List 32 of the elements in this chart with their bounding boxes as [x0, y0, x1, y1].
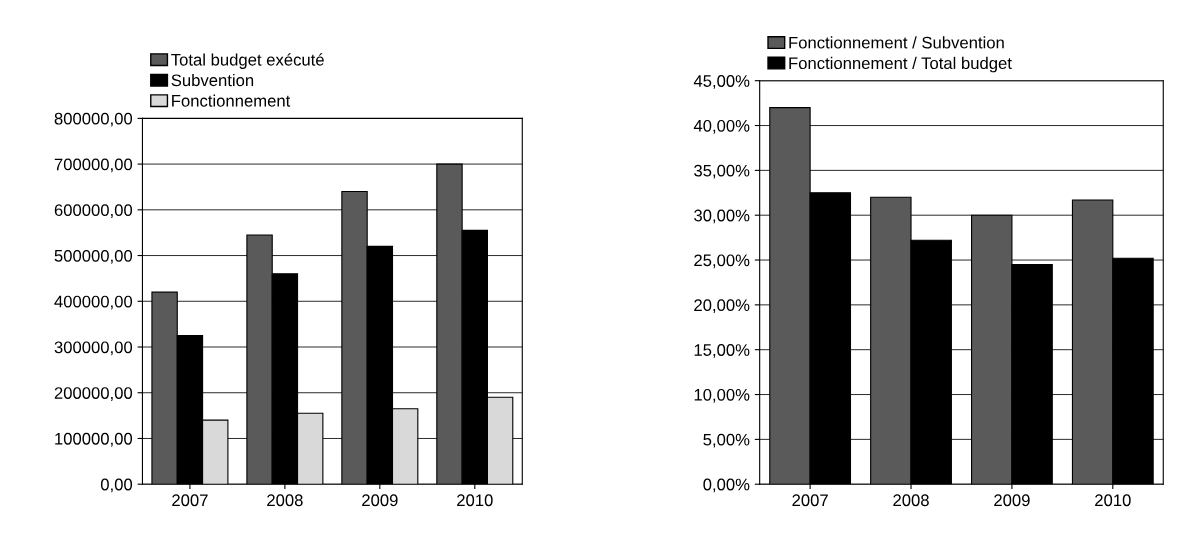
- y-tick-label: 600000,00: [54, 204, 133, 218]
- legend-label: Fonctionnement / Total budget: [789, 56, 1012, 73]
- y-tick-label: 200000,00: [54, 387, 133, 401]
- y-tick-label: 45,00%: [693, 75, 750, 89]
- y-tick-label: 25,00%: [694, 254, 750, 269]
- y-tick-label: 700000,00: [54, 158, 133, 173]
- x-tick-label: 2007: [172, 494, 208, 507]
- y-tick-label: 30,00%: [694, 209, 750, 224]
- x-tick-label: 2010: [1095, 494, 1131, 507]
- y-tick-label: 10,00%: [694, 388, 750, 403]
- y-tick-label: 40,00%: [693, 119, 750, 134]
- x-tick-label: 2008: [267, 494, 303, 507]
- legend-label: Total budget exécuté: [171, 53, 324, 69]
- y-tick-label: 5,00%: [703, 433, 750, 448]
- y-tick-label: 15,00%: [694, 344, 750, 358]
- x-tick-label: 2010: [457, 494, 493, 507]
- legend-label: Fonctionnement / Subvention: [789, 36, 1004, 49]
- y-tick-label: 400000,00: [54, 295, 133, 310]
- x-tick-label: 2009: [362, 494, 398, 507]
- legend-label: Fonctionnement: [172, 94, 291, 107]
- x-tick-label: 2007: [792, 494, 828, 507]
- y-tick-label: 0,00%: [703, 478, 750, 493]
- y-tick-label: 35,00%: [694, 164, 750, 179]
- x-tick-label: 2008: [893, 494, 929, 507]
- x-tick-label: 2009: [994, 494, 1030, 507]
- y-tick-label: 20,00%: [694, 299, 750, 314]
- y-tick-label: 100000,00: [55, 432, 133, 447]
- y-tick-label: 0,00: [100, 478, 133, 493]
- y-tick-label: 500000,00: [54, 249, 133, 264]
- legend-label: Subvention: [171, 73, 254, 87]
- y-tick-label: 300000,00: [54, 341, 133, 356]
- y-tick-label: 800000,00: [54, 112, 133, 127]
